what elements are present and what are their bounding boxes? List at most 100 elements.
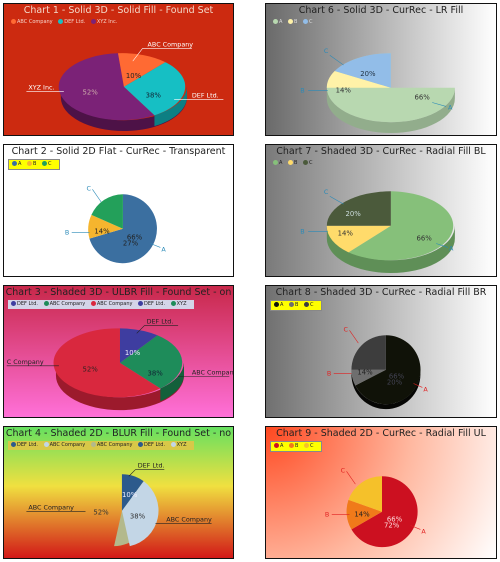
callout-line bbox=[128, 469, 136, 477]
callout-label: ABC Company bbox=[166, 516, 212, 524]
legend-item: A bbox=[280, 302, 284, 308]
pie-side-abc bbox=[160, 362, 184, 402]
chart-panel-9: 14% 66% 72% C B A Chart 9 - Shaded 2D - … bbox=[265, 426, 497, 559]
callout-label: XYZ Inc. bbox=[28, 84, 54, 92]
legend-item: C bbox=[309, 19, 313, 25]
callout-label: C Company bbox=[7, 358, 44, 366]
callout-label: C bbox=[324, 47, 329, 55]
callout-label: DEF Ltd. bbox=[192, 92, 219, 100]
chart-legend: DEF Ltd. ABC Company ABC Company DEF Ltd… bbox=[8, 300, 194, 309]
slice-label: 72% bbox=[384, 521, 400, 529]
legend-item: C bbox=[48, 161, 52, 167]
pie-slice-b bbox=[346, 499, 382, 530]
slice-label: 20% bbox=[360, 70, 376, 78]
legend-item: XYZ bbox=[176, 442, 187, 448]
slice-label: 52% bbox=[83, 366, 99, 374]
callout-label: B bbox=[325, 511, 329, 519]
callout-line bbox=[132, 48, 143, 62]
legend-item: C bbox=[310, 443, 314, 449]
callout-line bbox=[136, 325, 145, 334]
pie-chart-7: 20% 14% 66% C B A bbox=[300, 188, 455, 274]
legend-item: ABC Company bbox=[96, 442, 133, 448]
callout-label: ABC Company bbox=[148, 40, 194, 48]
slice-label: 14% bbox=[354, 511, 370, 519]
slice-label: 27% bbox=[123, 239, 139, 247]
callout-label: DEF Ltd. bbox=[147, 317, 174, 325]
callout-label: C bbox=[341, 466, 346, 474]
chart-panel-8: 14% 66% 20% C B A Chart 8 - Shaded 3D - … bbox=[265, 285, 497, 418]
chart-legend: A B C bbox=[270, 18, 320, 27]
callout-label: C bbox=[86, 184, 91, 192]
pie-slice-def bbox=[121, 474, 144, 511]
pie-slice-xyz bbox=[58, 53, 155, 121]
callout-label: DEF Ltd. bbox=[138, 461, 165, 469]
callout-line bbox=[432, 102, 447, 107]
slice-label: 38% bbox=[146, 92, 162, 100]
callout-label: A bbox=[423, 385, 428, 393]
pie-slice-a bbox=[89, 194, 157, 264]
pie-chart-1: 10% 38% 52% ABC Company DEF Ltd. XYZ Inc… bbox=[26, 40, 224, 132]
slice-label: 10% bbox=[125, 349, 141, 357]
callout-label: A bbox=[448, 103, 453, 111]
pie-slice-def bbox=[119, 328, 158, 363]
chart-panel-7: 20% 14% 66% C B A Chart 7 - Shaded 3D - … bbox=[265, 144, 497, 277]
pie-slice-b bbox=[326, 225, 391, 253]
pie-chart-3: 10% 38% 52% DEF Ltd. ABC Company C Compa… bbox=[6, 317, 233, 411]
legend-item: DEF Ltd. bbox=[64, 19, 86, 25]
pie-slice-b bbox=[351, 369, 386, 386]
chart-title: Chart 2 - Solid 2D Flat - CurRec - Trans… bbox=[11, 146, 226, 157]
slice-label: 14% bbox=[357, 369, 373, 377]
pie-slice-abc-38 bbox=[121, 481, 159, 547]
slice-label: 20% bbox=[387, 378, 403, 386]
callout-line bbox=[436, 243, 449, 248]
chart-legend: A B C bbox=[8, 159, 60, 170]
callout-label: ABC Company bbox=[28, 504, 74, 512]
pie-slice-b bbox=[326, 70, 391, 88]
callout-line bbox=[346, 471, 356, 485]
pie-slice-def bbox=[123, 62, 186, 116]
callout-label: C bbox=[344, 325, 349, 333]
chart-legend: A B C bbox=[270, 159, 320, 168]
pie-side-a bbox=[326, 225, 455, 274]
slice-label: 10% bbox=[122, 491, 138, 499]
pie-slice-a bbox=[351, 476, 418, 548]
slice-label: 52% bbox=[83, 89, 99, 97]
slice-label: 14% bbox=[336, 87, 352, 95]
callout-label: A bbox=[421, 527, 426, 535]
legend-item: B bbox=[294, 160, 298, 166]
legend-item: A bbox=[18, 161, 22, 167]
slice-label: 66% bbox=[414, 94, 430, 102]
pie-slice-c bbox=[53, 328, 161, 398]
chart-title: Chart 8 - Shaded 3D - CurRec - Radial Fi… bbox=[275, 287, 487, 298]
chart-title: Chart 4 - Shaded 2D - BLUR Fill - Found … bbox=[5, 428, 232, 439]
callout-label: C bbox=[324, 188, 329, 196]
callout-line bbox=[329, 54, 344, 66]
legend-item: DEF Ltd. bbox=[144, 301, 166, 307]
callout-label: B bbox=[327, 370, 331, 378]
chart-panel-6: 20% 14% 66% C B A Chart 6 - Solid 3D - C… bbox=[265, 3, 497, 136]
slice-label: 66% bbox=[387, 516, 403, 524]
slice-label: 38% bbox=[148, 370, 164, 378]
callout-label: B bbox=[300, 228, 304, 236]
legend-item: ABC Company bbox=[96, 301, 133, 307]
legend-item: ABC Company bbox=[49, 301, 86, 307]
callout-label: B bbox=[300, 87, 304, 95]
pie-chart-9: 14% 66% 72% C B A bbox=[325, 466, 426, 548]
pie-slice-c bbox=[334, 53, 391, 88]
slice-label: 20% bbox=[346, 210, 362, 218]
legend-item: C bbox=[309, 160, 313, 166]
pie-slice-b bbox=[88, 214, 123, 239]
callout-line bbox=[413, 383, 423, 388]
chart-title: Chart 9 - Shaded 2D - CurRec - Radial Fi… bbox=[276, 428, 486, 439]
callout-label: A bbox=[449, 244, 454, 252]
pie-chart-8: 14% 66% 20% C B A bbox=[327, 325, 428, 410]
legend-item: ABC Company bbox=[49, 442, 86, 448]
pie-side-def bbox=[154, 86, 187, 127]
chart-title: Chart 6 - Solid 3D - CurRec - LR Fill bbox=[298, 5, 464, 16]
legend-item: B bbox=[294, 19, 298, 25]
legend-item: A bbox=[279, 19, 283, 25]
pie-slice-abc bbox=[119, 335, 183, 389]
legend-item: DEF Ltd. bbox=[17, 442, 38, 448]
chart-title: Chart 7 - Shaded 3D - CurRec - Radial Fi… bbox=[276, 146, 486, 157]
pie-slice-c bbox=[326, 191, 391, 226]
